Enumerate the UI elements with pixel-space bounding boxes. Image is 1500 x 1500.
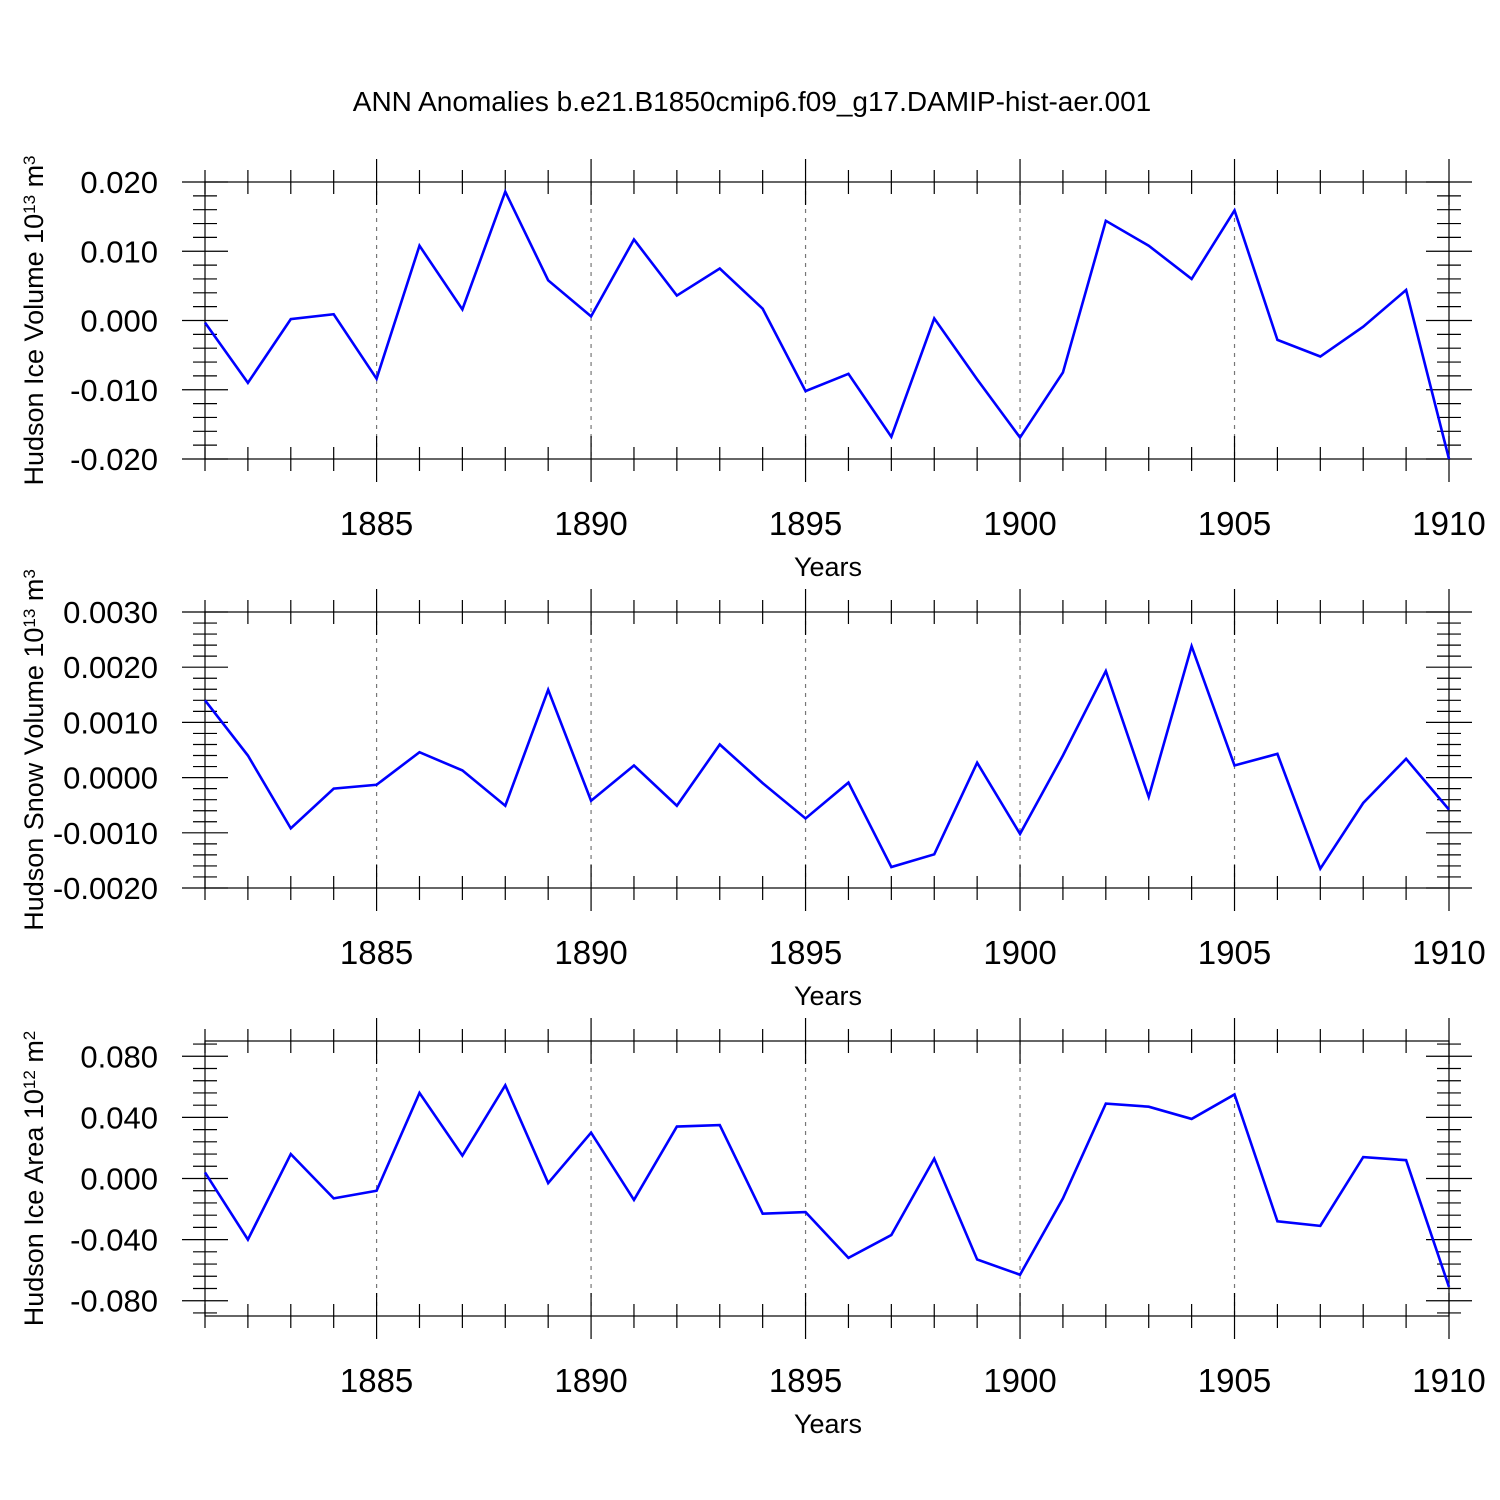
- y-tick-label: -0.0020: [53, 871, 158, 906]
- y-label-superscript: 3: [20, 155, 39, 164]
- x-axis-label: Years: [794, 981, 862, 1011]
- y-label-superscript: 2: [20, 1031, 39, 1040]
- x-tick-label: 1885: [340, 934, 413, 971]
- series-line: [203, 641, 1450, 872]
- y-tick-label: 0.000: [80, 1162, 158, 1197]
- y-tick-label: 0.0030: [63, 595, 158, 630]
- y-tick-label: 0.080: [80, 1039, 158, 1074]
- y-label-text: Hudson Ice Volume 10: [19, 214, 49, 486]
- y-tick-label: -0.0010: [53, 816, 158, 851]
- y-label-text: m: [19, 1040, 49, 1070]
- x-tick-label: 1905: [1198, 1362, 1271, 1399]
- y-tick-label: 0.0020: [63, 650, 158, 685]
- y-label-text: Hudson Snow Volume 10: [19, 628, 49, 931]
- y-label-superscript: 13: [20, 195, 39, 214]
- x-axis-label: Years: [794, 1409, 862, 1439]
- y-label-text: m: [19, 165, 49, 195]
- y-axis-label: Hudson Ice Volume 1013 m3: [19, 155, 49, 485]
- panel-ice-area: 1885 1890 1895 1900 1905 1910 -0.080 -0.040 0.00…: [19, 1018, 1486, 1439]
- y-label-superscript: 3: [20, 569, 39, 578]
- x-tick-label: 1890: [554, 505, 627, 542]
- x-tick-label: 1885: [340, 505, 413, 542]
- y-axis-label: Hudson Ice Area 1012 m2: [19, 1031, 49, 1327]
- x-tick-label: 1905: [1198, 505, 1271, 542]
- x-axis-label: Years: [794, 552, 862, 582]
- x-tick-label: 1890: [554, 934, 627, 971]
- figure-title: ANN Anomalies b.e21.B1850cmip6.f09_g17.D…: [353, 86, 1151, 117]
- y-tick-label: -0.020: [70, 442, 158, 477]
- series-line: [203, 1082, 1451, 1288]
- panel-ice-volume: 1885 1890 1895 1900 1905 1910 -0.020 -0.010 0.00…: [19, 155, 1486, 582]
- y-label-superscript: 13: [20, 609, 39, 628]
- y-axis-label: Hudson Snow Volume 1013 m3: [19, 569, 49, 931]
- x-tick-label: 1900: [983, 505, 1056, 542]
- x-tick-label: 1900: [983, 934, 1056, 971]
- y-tick-label: -0.010: [70, 373, 158, 408]
- plot-frame: [204, 1040, 1450, 1317]
- x-tick-label: 1895: [769, 505, 842, 542]
- y-label-superscript: 12: [20, 1070, 39, 1089]
- y-tick-label: 0.0010: [63, 705, 158, 740]
- y-tick-label: 0.040: [80, 1100, 158, 1135]
- x-tick-label: 1910: [1412, 934, 1485, 971]
- series-line: [203, 188, 1451, 460]
- plot-frame: [204, 181, 1450, 460]
- x-tick-label: 1890: [554, 1362, 627, 1399]
- y-tick-label: 0.000: [80, 304, 158, 339]
- plot-frame: [204, 611, 1450, 889]
- x-tick-label: 1910: [1412, 1362, 1485, 1399]
- x-tick-label: 1910: [1412, 505, 1485, 542]
- panel-snow-volume: 1885 1890 1895 1900 1905 1910 -0.0020 -0.0010 0.…: [19, 569, 1486, 1011]
- x-tick-label: 1895: [769, 934, 842, 971]
- y-tick-label: 0.010: [80, 234, 158, 269]
- y-label-text: m: [19, 579, 49, 609]
- x-tick-label: 1905: [1198, 934, 1271, 971]
- y-tick-label: 0.0000: [63, 761, 158, 796]
- y-tick-label: 0.020: [80, 165, 158, 200]
- x-tick-label: 1900: [983, 1362, 1056, 1399]
- y-tick-label: -0.040: [70, 1223, 158, 1258]
- y-label-text: Hudson Ice Area 10: [19, 1089, 49, 1326]
- x-tick-label: 1885: [340, 1362, 413, 1399]
- y-tick-label: -0.080: [70, 1284, 158, 1319]
- x-tick-label: 1895: [769, 1362, 842, 1399]
